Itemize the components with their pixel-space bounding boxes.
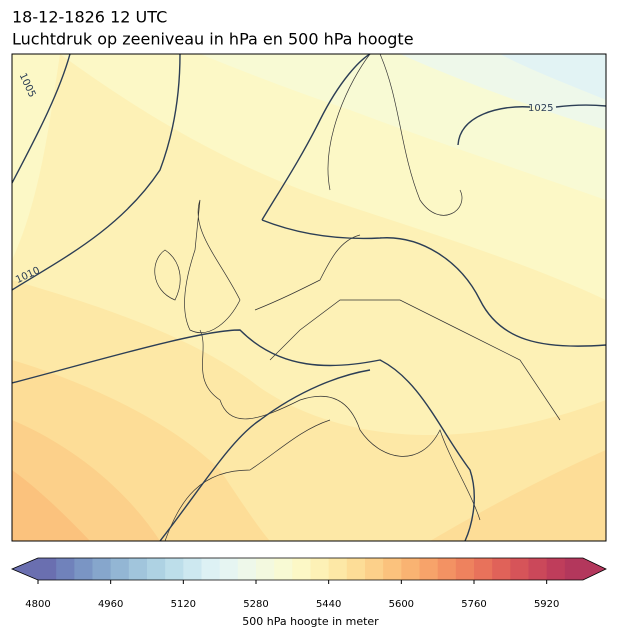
colorbar-segment xyxy=(437,558,457,580)
colorbar-segment xyxy=(292,558,311,580)
colorbar-segment xyxy=(110,558,130,580)
colorbar-segment xyxy=(201,558,221,580)
colorbar: 4800 4960 5120 5280 5440 5600 5760 5920 500 hPa … xyxy=(10,557,607,628)
map-frame xyxy=(11,53,607,542)
colorbar-segment xyxy=(92,558,112,580)
colorbar-tick-label: 5440 xyxy=(316,599,341,610)
colorbar-label: 500 hPa hoogte in meter xyxy=(242,615,379,628)
subtitle: Luchtdruk op zeeniveau in hPa en 500 hPa… xyxy=(12,30,414,49)
colorbar-extend-high xyxy=(583,558,606,580)
colorbar-segment xyxy=(365,558,384,580)
colorbar-segment xyxy=(346,558,366,580)
colorbar-tick-label: 5920 xyxy=(534,599,559,610)
colorbar-segment xyxy=(274,558,293,580)
colorbar-tick-label: 5600 xyxy=(389,599,414,610)
colorbar-tick-label: 5120 xyxy=(171,599,196,610)
colorbar-segment xyxy=(56,558,75,580)
colorbar-segment xyxy=(310,558,330,580)
colorbar-segment xyxy=(528,558,548,580)
colorbar-tick-label: 5760 xyxy=(461,599,486,610)
colorbar-segment xyxy=(237,558,257,580)
colorbar-segment xyxy=(165,558,184,580)
colorbar-segment xyxy=(183,558,202,580)
colorbar-segment xyxy=(564,558,584,580)
isobar-label: 1025 xyxy=(528,103,553,114)
colorbar-segment xyxy=(383,558,402,580)
colorbar-segment xyxy=(474,558,493,580)
colorbar-segment xyxy=(546,558,566,580)
colorbar-segment xyxy=(128,558,148,580)
colorbar-segment xyxy=(328,558,348,580)
map: 1005 1010 1025 xyxy=(12,54,606,541)
colorbar-tick-label: 4960 xyxy=(98,599,123,610)
colorbar-segment xyxy=(219,558,239,580)
colorbar-extend-low xyxy=(12,558,38,580)
colorbar-outline xyxy=(10,557,607,581)
colorbar-segment xyxy=(147,558,166,580)
colorbar-segment xyxy=(38,558,57,580)
colorbar-tick-label: 4800 xyxy=(25,599,50,610)
colorbar-segment xyxy=(74,558,93,580)
colorbar-segment xyxy=(510,558,529,580)
colorbar-segment xyxy=(256,558,275,580)
colorbar-segment xyxy=(419,558,439,580)
colorbar-tick-label: 5280 xyxy=(243,599,268,610)
colorbar-segment xyxy=(492,558,511,580)
colorbar-segment xyxy=(401,558,420,580)
title: 18-12-1826 12 UTC xyxy=(12,8,167,27)
colorbar-segment xyxy=(455,558,475,580)
